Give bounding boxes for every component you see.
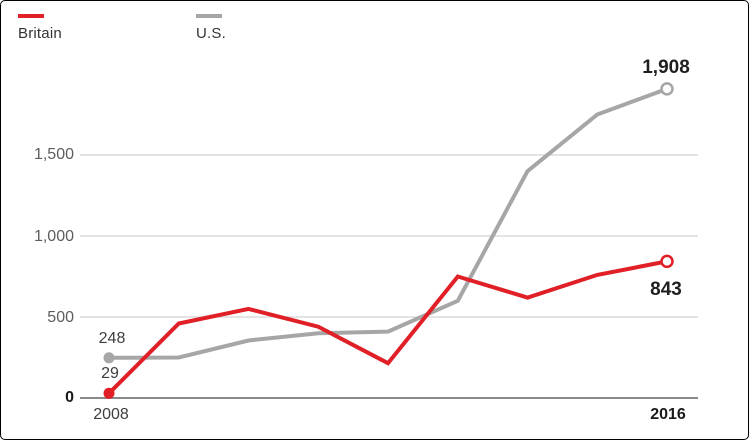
britain-line-swatch: [18, 14, 44, 18]
britain-start-marker: [103, 387, 115, 399]
us-line-swatch: [196, 14, 222, 18]
britain-line: [107, 259, 668, 395]
y-tick-1000: 1,000: [33, 228, 74, 245]
britain-end-marker: [660, 254, 674, 269]
us-end-marker: [660, 82, 674, 96]
legend-item-us: U.S.: [196, 14, 226, 42]
legend-item-britain: Britain: [18, 14, 62, 42]
y-tick-500: 500: [47, 309, 74, 326]
us-line: [108, 87, 668, 360]
legend-label-britain: Britain: [18, 25, 62, 42]
us-start-value-label: 248: [98, 330, 126, 347]
us-end-value-label: 1,908: [642, 57, 690, 78]
x-tick-2016: 2016: [650, 406, 686, 423]
y-tick-1500: 1,500: [33, 146, 74, 163]
britain-end-value-label: 843: [650, 279, 682, 300]
us-start-marker: [103, 352, 115, 364]
legend-label-us: U.S.: [196, 25, 226, 42]
x-tick-2008: 2008: [93, 406, 129, 423]
britain-start-value-label: 29: [101, 365, 119, 382]
y-tick-0: 0: [65, 389, 74, 406]
